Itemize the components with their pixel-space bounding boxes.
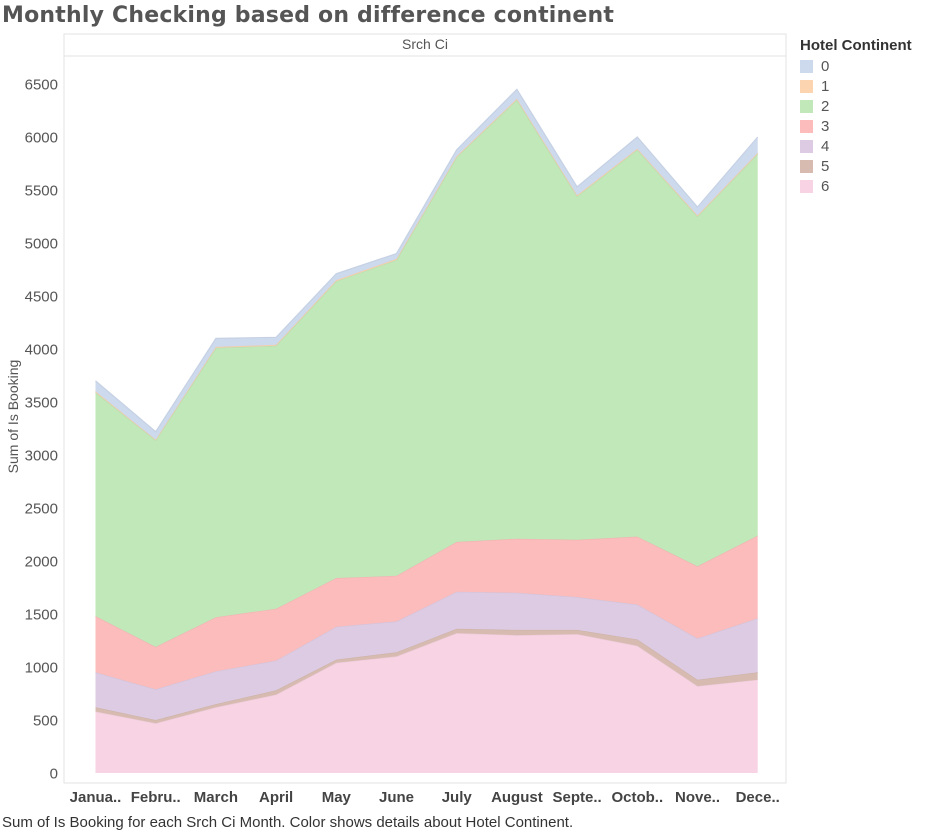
y-tick-label: 2000 (25, 554, 58, 571)
x-tick-label: April (259, 789, 293, 806)
legend-swatch (800, 79, 813, 93)
y-tick-label: 500 (33, 713, 58, 730)
legend-swatch (800, 99, 813, 113)
y-tick-label: 3500 (25, 395, 58, 412)
legend-item-5[interactable]: 5 (800, 156, 912, 176)
y-tick-label: 2500 (25, 501, 58, 518)
legend-label: 5 (821, 157, 830, 175)
x-tick-label: March (194, 789, 238, 806)
y-tick-label: 5500 (25, 183, 58, 200)
legend-item-3[interactable]: 3 (800, 116, 912, 136)
x-tick-label: Nove.. (675, 789, 720, 806)
legend-label: 0 (821, 57, 830, 75)
legend-title: Hotel Continent (800, 37, 912, 54)
column-header-label: Srch Ci (402, 36, 448, 52)
y-tick-label: 5000 (25, 236, 58, 253)
page-title: Monthly Checking based on difference con… (2, 3, 615, 28)
y-tick-label: 4500 (25, 289, 58, 306)
y-tick-label: 6500 (25, 77, 58, 94)
area-series-2 (95, 99, 758, 647)
y-axis-title: Sum of Is Booking (5, 360, 21, 474)
area-series-0 (95, 89, 758, 440)
x-tick-label: June (379, 789, 414, 806)
x-tick-label: May (322, 789, 352, 806)
x-tick-label: Janua.. (70, 789, 122, 806)
area-edge-0 (95, 88, 759, 433)
area-series-4 (95, 591, 758, 720)
legend-label: 6 (821, 177, 830, 195)
legend-item-2[interactable]: 2 (800, 96, 912, 116)
x-tick-label: Febru.. (131, 789, 181, 806)
x-tick-label: Octob.. (611, 789, 663, 806)
legend-items: 0 1 2 3 4 5 6 (800, 56, 912, 196)
legend-label: 1 (821, 77, 830, 95)
area-series-3 (95, 535, 758, 690)
y-tick-label: 6000 (25, 130, 58, 147)
legend-swatch (800, 59, 813, 73)
y-tick-label: 3000 (25, 448, 58, 465)
legend-label: 3 (821, 117, 830, 135)
area-series-6 (95, 633, 758, 773)
legend-swatch (800, 159, 813, 173)
legend-item-4[interactable]: 4 (800, 136, 912, 156)
legend-item-1[interactable]: 1 (800, 76, 912, 96)
legend-item-6[interactable]: 6 (800, 176, 912, 196)
legend: Hotel Continent 0 1 2 3 4 5 6 (800, 37, 912, 196)
y-tick-label: 1000 (25, 660, 58, 677)
legend-item-0[interactable]: 0 (800, 56, 912, 76)
chart-caption: Sum of Is Booking for each Srch Ci Month… (2, 814, 574, 831)
y-tick-label: 1500 (25, 607, 58, 624)
x-tick-label: Dece.. (736, 789, 780, 806)
x-tick-label: Septe.. (553, 789, 602, 806)
legend-label: 4 (821, 137, 830, 155)
legend-swatch (800, 139, 813, 153)
x-tick-label: August (491, 789, 543, 806)
y-tick-label: 4000 (25, 342, 58, 359)
x-tick-label: July (442, 789, 473, 806)
legend-swatch (800, 179, 813, 193)
legend-swatch (800, 119, 813, 133)
legend-label: 2 (821, 97, 830, 115)
y-tick-label: 0 (50, 766, 58, 783)
